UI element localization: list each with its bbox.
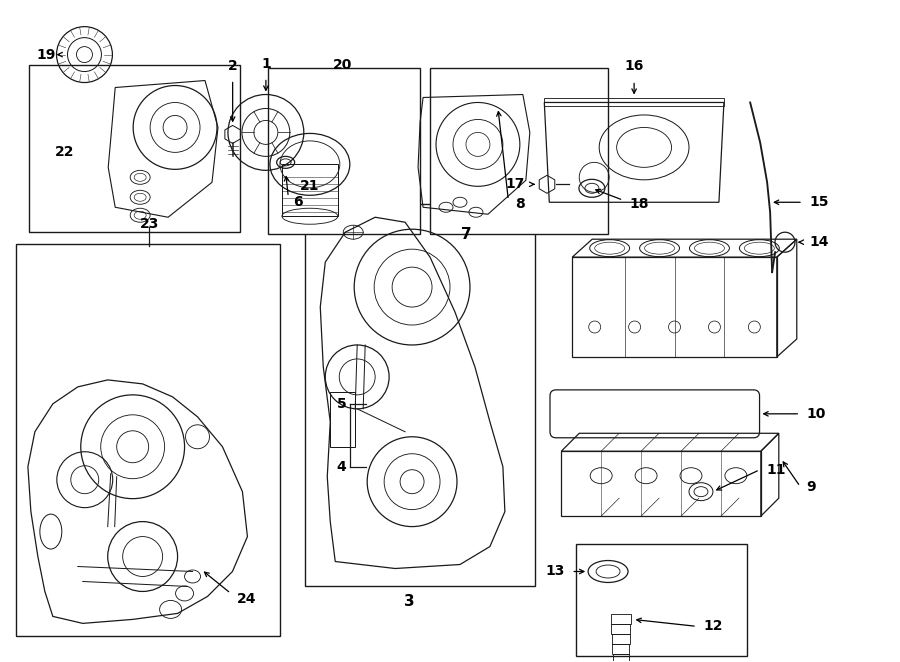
Text: 13: 13: [545, 565, 565, 579]
Bar: [16, 244, 281, 636]
Bar: [613, 654, 628, 662]
Text: 15: 15: [809, 195, 829, 209]
Text: 22: 22: [55, 146, 75, 160]
Text: 4: 4: [337, 459, 347, 474]
Text: 24: 24: [237, 592, 256, 606]
Text: 5: 5: [337, 397, 347, 411]
Text: 3: 3: [404, 594, 415, 609]
Text: 23: 23: [140, 217, 158, 231]
Text: 20: 20: [332, 58, 352, 71]
Text: 16: 16: [625, 58, 643, 73]
Text: 1: 1: [261, 56, 271, 71]
Text: 10: 10: [806, 407, 826, 421]
Bar: [611, 624, 630, 634]
Text: 19: 19: [36, 48, 56, 62]
Text: 17: 17: [505, 177, 525, 191]
Text: 6: 6: [292, 195, 302, 209]
Text: 7: 7: [461, 227, 472, 242]
Bar: [612, 634, 630, 644]
Text: 8: 8: [515, 197, 525, 211]
Bar: [611, 614, 631, 624]
Bar: [282, 164, 338, 216]
Bar: [305, 205, 535, 587]
Text: 18: 18: [630, 197, 649, 211]
Bar: [330, 392, 356, 447]
Text: 14: 14: [809, 235, 829, 249]
Text: 12: 12: [703, 620, 723, 634]
Text: 11: 11: [766, 463, 786, 477]
Text: 21: 21: [300, 179, 319, 193]
Bar: [29, 65, 240, 232]
Text: 9: 9: [806, 480, 816, 494]
Bar: [576, 544, 747, 656]
Bar: [268, 68, 420, 234]
Bar: [544, 99, 724, 107]
Text: 2: 2: [228, 58, 238, 73]
Bar: [612, 644, 629, 654]
Bar: [430, 68, 608, 234]
